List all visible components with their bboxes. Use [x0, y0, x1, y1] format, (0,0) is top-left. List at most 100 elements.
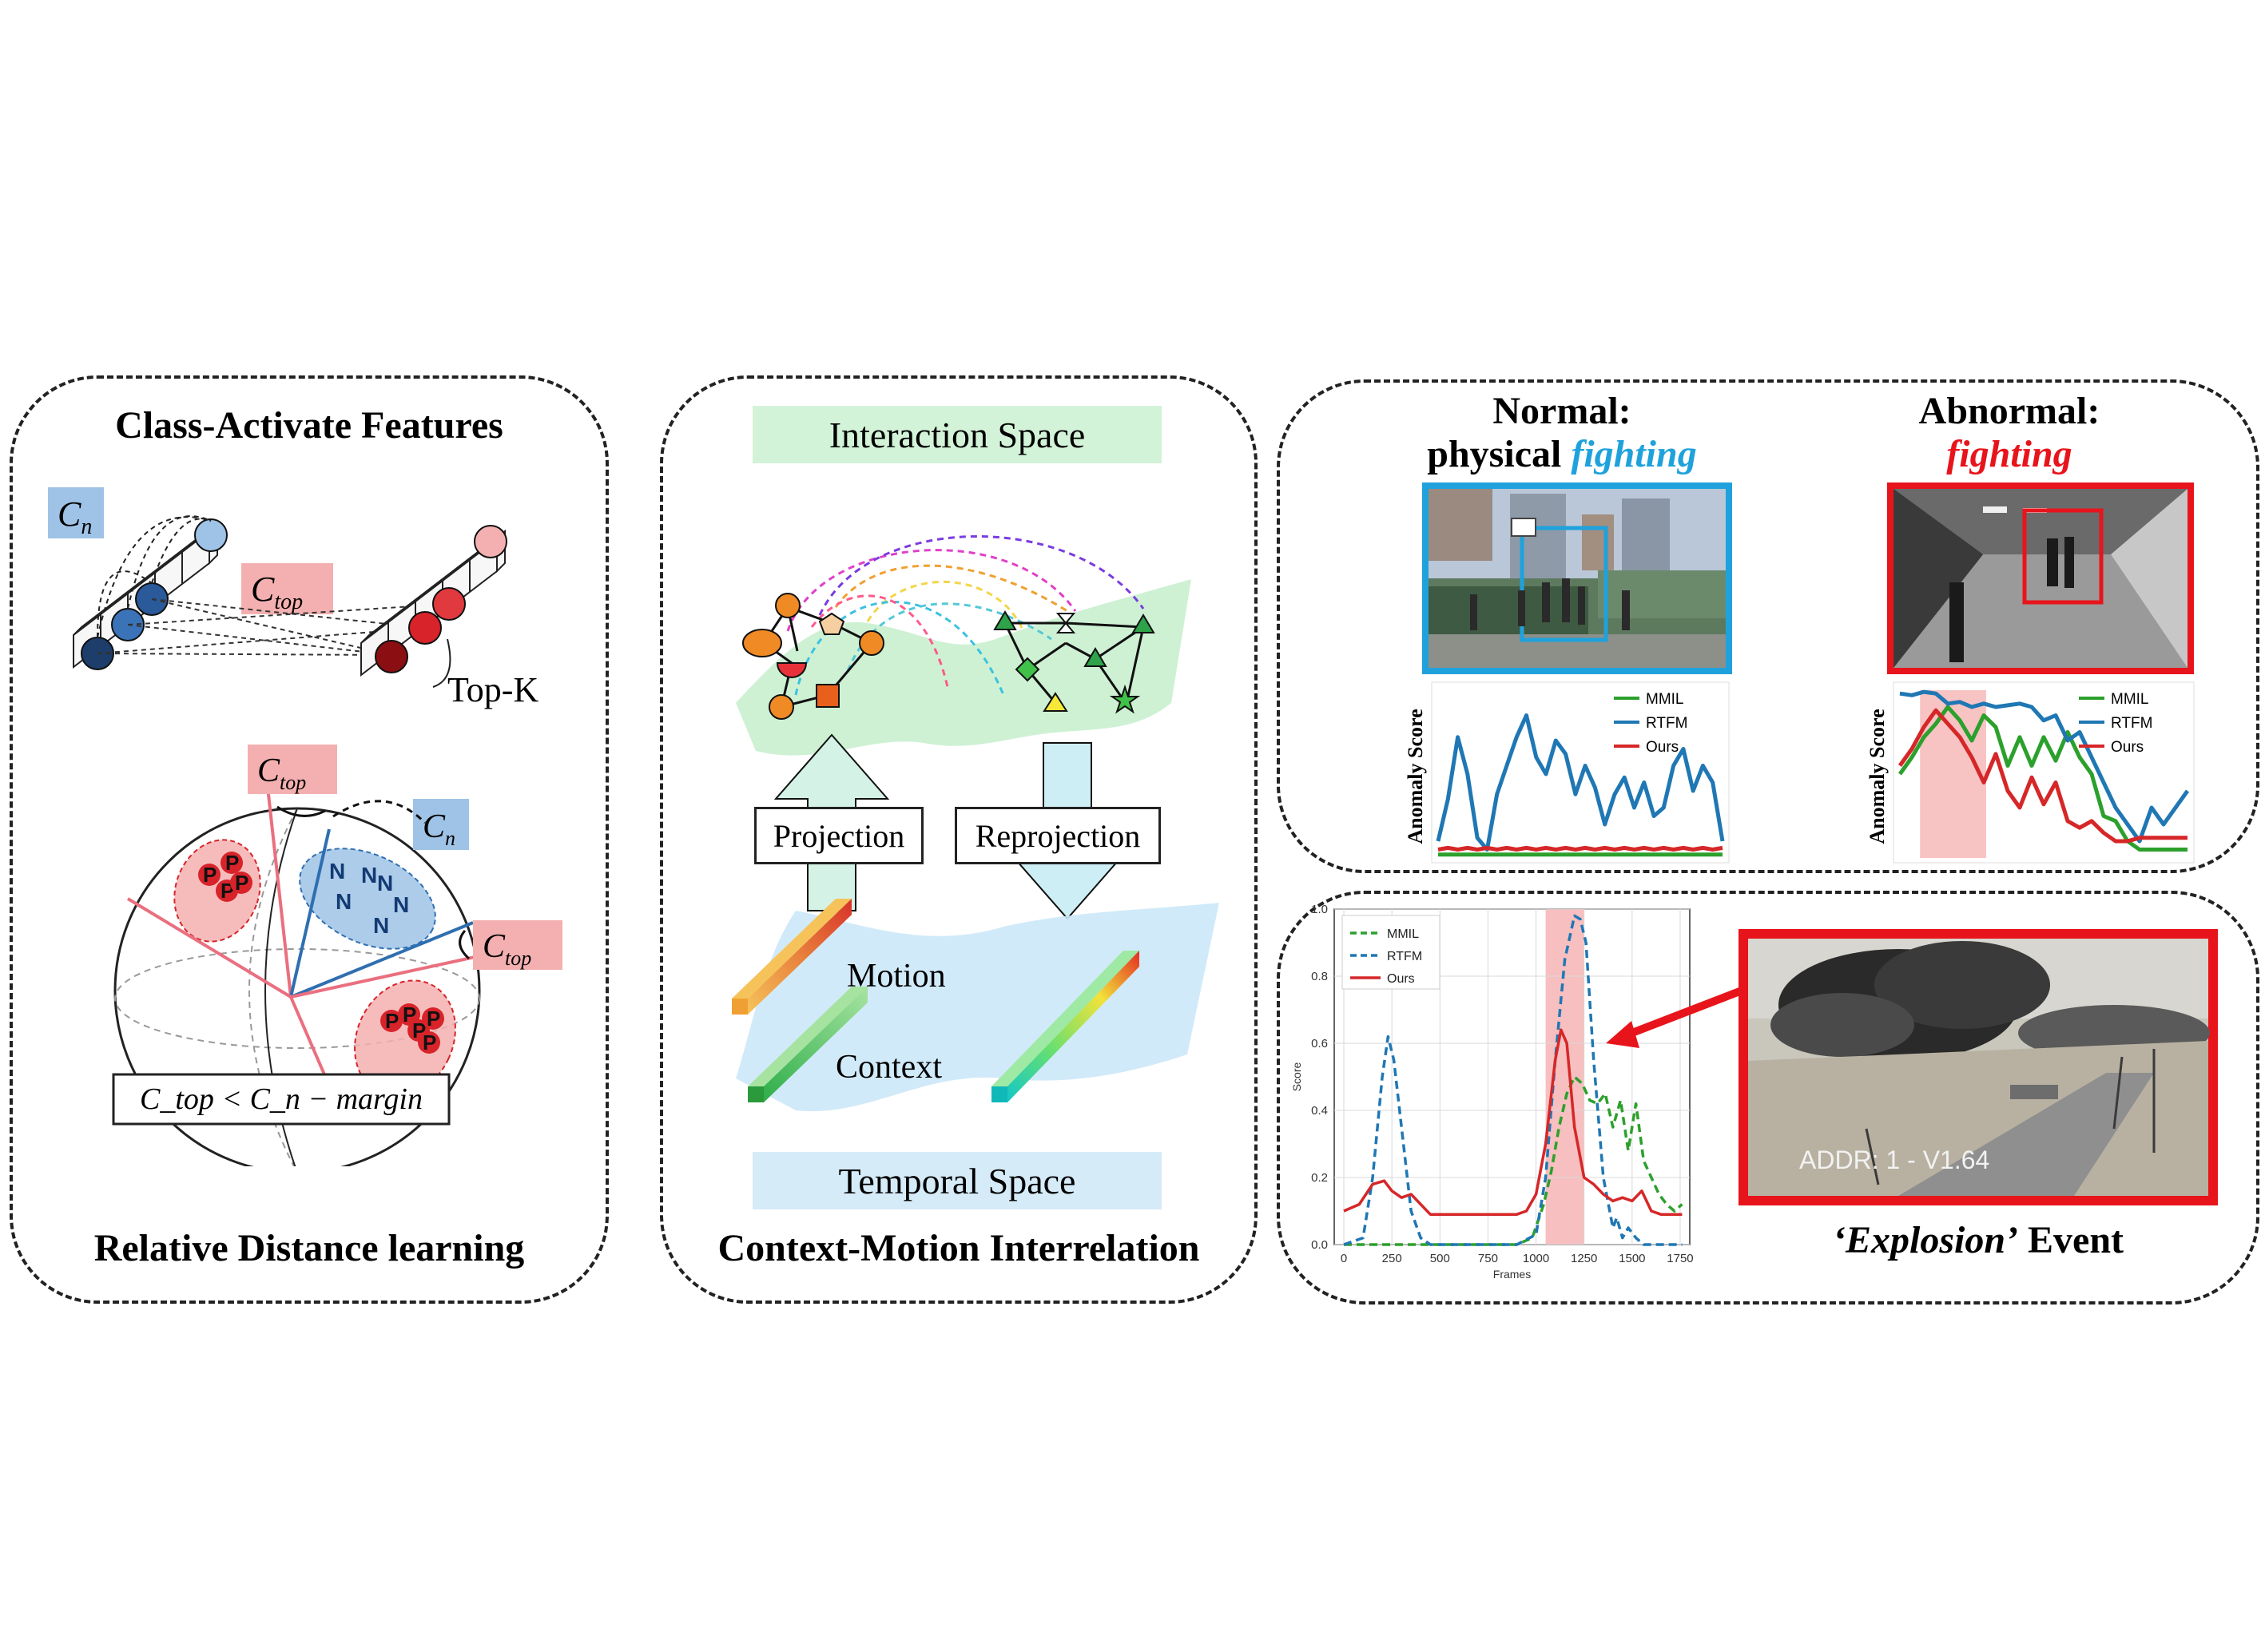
explosion-caption: ‘Explosion’ Event [1738, 1218, 2218, 1262]
motion-bar [732, 899, 852, 1015]
video-overlay-text: ADDR: 1 - V1.64 [1799, 1146, 1989, 1174]
ctop-tag-text: Ctop [251, 570, 303, 614]
panel-footer-relative-distance: Relative Distance learning [93, 1227, 525, 1269]
x-tick-label: 250 [1382, 1252, 1402, 1265]
ctop-tag [248, 745, 337, 794]
abnormal-title-emph: fighting [1946, 433, 2072, 475]
reprojection-label: Reprojection [955, 807, 1161, 864]
motion-node [1015, 657, 1040, 682]
explosion-video-frame: ADDR: 1 - V1.64 [1738, 929, 2218, 1205]
abnormal-score-chart: Anomaly Score MMIL RTFM Ours [1866, 681, 2195, 864]
y-tick-label: 0.2 [1311, 1171, 1328, 1185]
context-node [776, 662, 808, 678]
context-label: Context [836, 1049, 942, 1086]
x-tick-label: 1250 [1571, 1252, 1597, 1265]
ctop-tag [241, 563, 333, 614]
svg-text:N: N [336, 889, 352, 914]
motion-node [1131, 614, 1155, 633]
context-node [775, 593, 801, 618]
normal-points: N N N N N N [329, 859, 409, 938]
y-tick-label: 0.4 [1311, 1104, 1328, 1118]
panel-relative-distance [10, 375, 609, 1304]
normal-cluster [299, 848, 436, 950]
motion-node [1055, 613, 1076, 633]
ctop-axis [290, 951, 498, 999]
projection-label: Projection [754, 807, 924, 864]
svg-text:N: N [377, 871, 393, 895]
abnormal-video-frame [1887, 482, 2194, 674]
topk-label: Top-K [447, 670, 538, 709]
svg-text:N: N [373, 913, 389, 938]
context-node [859, 630, 884, 656]
normal-arcs [97, 515, 212, 638]
explosion-chart-legend: MMIL RTFM Ours [1341, 915, 1440, 990]
interaction-arcs [786, 535, 1145, 696]
ctop-tag-text: Ctop [257, 753, 306, 794]
ctop-tag [473, 920, 562, 970]
cn-axis [290, 921, 474, 999]
abnormal-chart-legend: MMIL RTFM Ours [2079, 691, 2152, 756]
panel-fighting-examples [1277, 379, 2259, 873]
svg-text:P: P [225, 851, 239, 875]
motion-label: Motion [847, 958, 946, 995]
sphere-equator [114, 948, 480, 1049]
explosion-caption-emph: ‘Explosion’ [1832, 1219, 2019, 1261]
context-bar [748, 987, 868, 1102]
abnormal-feature-node [474, 525, 507, 558]
normal-abnormal-links [97, 598, 450, 656]
x-tick-label: 1000 [1523, 1252, 1549, 1265]
series-ours [1343, 1028, 1683, 1216]
svg-text:P: P [235, 871, 248, 895]
abnormal-feature-node [432, 587, 466, 621]
x-tick-label: 750 [1478, 1252, 1498, 1265]
context-motion-diagram [732, 535, 1219, 1112]
normal-chart-legend: MMIL RTFM Ours [1614, 691, 1687, 756]
panel-explosion-event [1277, 891, 2259, 1305]
abnormal-points: P P P P P P P P P [198, 851, 444, 1054]
series-mmil [1344, 1075, 1683, 1246]
series-rtfm [1899, 689, 2190, 844]
svg-text:N: N [361, 863, 377, 888]
abnormal-chart-plot [1897, 689, 2190, 858]
legend-rtfm: RTFM [1387, 950, 1422, 963]
normal-title-line1: Normal: [1492, 390, 1631, 432]
temporal-space-surface [736, 903, 1219, 1112]
x-tick-label: 500 [1430, 1252, 1450, 1265]
context-node [769, 694, 794, 720]
series-mmil [1897, 705, 2188, 852]
legend-mmil: MMIL [2111, 691, 2149, 708]
svg-text:N: N [393, 892, 409, 917]
series-rtfm [1343, 914, 1683, 1246]
normal-video-frame [1422, 482, 1732, 674]
formula-text: C_top < C_n − margin [140, 1082, 423, 1116]
svg-text:N: N [329, 859, 345, 884]
y-tick-label: 0.8 [1311, 970, 1328, 983]
panel-footer-context-motion: Context-Motion Interrelation [717, 1227, 1200, 1269]
svg-text:P: P [403, 1003, 416, 1027]
motion-node [993, 610, 1017, 630]
normal-title-line2: physical fighting [1398, 433, 1726, 476]
motion-node [1083, 647, 1107, 667]
normal-feature-node [194, 518, 228, 552]
normal-title: Normal: physical fighting [1398, 390, 1726, 476]
motion-node [1043, 692, 1068, 712]
interaction-space-band: Interaction Space [753, 406, 1162, 463]
cn-tag [413, 799, 469, 850]
legend-mmil: MMIL [1387, 927, 1419, 941]
ctop-axis [126, 897, 292, 999]
abnormal-feature-node [408, 611, 442, 645]
svg-text:P: P [203, 863, 217, 887]
x-tick-label: 1750 [1667, 1252, 1693, 1265]
cn-tag-text: Cn [58, 494, 92, 539]
margin-arrow [459, 930, 471, 960]
legend-rtfm: RTFM [2111, 715, 2152, 732]
context-node [818, 612, 845, 635]
abnormal-title-line1: Abnormal: [1918, 390, 2100, 432]
context-node [742, 629, 782, 657]
abnormal-title: Abnormal: fighting [1862, 390, 2157, 476]
x-tick-label: 1500 [1619, 1252, 1645, 1265]
abnormal-chart-ylabel: Anomaly Score [1866, 709, 1889, 844]
explosion-caption-word: Event [2028, 1219, 2124, 1261]
x-axis-label: Frames [1493, 1268, 1531, 1281]
normal-title-emph: fighting [1571, 433, 1697, 475]
